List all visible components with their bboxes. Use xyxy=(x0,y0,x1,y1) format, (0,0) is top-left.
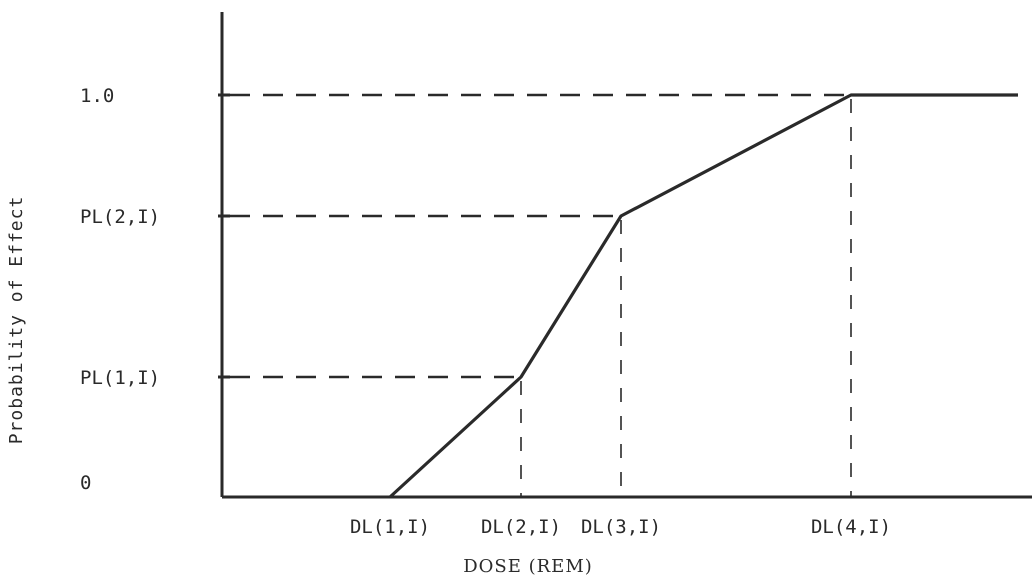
y-tick-label: 1.0 xyxy=(80,85,114,107)
y-axis-title: Probability of Effect xyxy=(6,196,27,445)
x-tick-label: DL(2,I) xyxy=(481,516,561,538)
x-axis-title: DOSE (REM) xyxy=(463,556,593,577)
axes xyxy=(218,12,1032,499)
y-tick-label: PL(2,I) xyxy=(80,206,160,228)
x-tick-label: DL(4,I) xyxy=(811,516,891,538)
x-tick-label: DL(3,I) xyxy=(581,516,661,538)
y-tick-label: PL(1,I) xyxy=(80,367,160,389)
x-tick-labels: DL(1,I) DL(2,I) DL(3,I) DL(4,I) xyxy=(350,516,891,538)
x-tick-label: DL(1,I) xyxy=(350,516,430,538)
dose-response-curve xyxy=(388,93,1018,499)
guide-lines xyxy=(230,93,852,497)
series-line xyxy=(388,93,1018,499)
y-tick-label: 0 xyxy=(80,472,91,494)
y-tick-labels: 0 PL(1,I) PL(2,I) 1.0 xyxy=(80,85,160,494)
